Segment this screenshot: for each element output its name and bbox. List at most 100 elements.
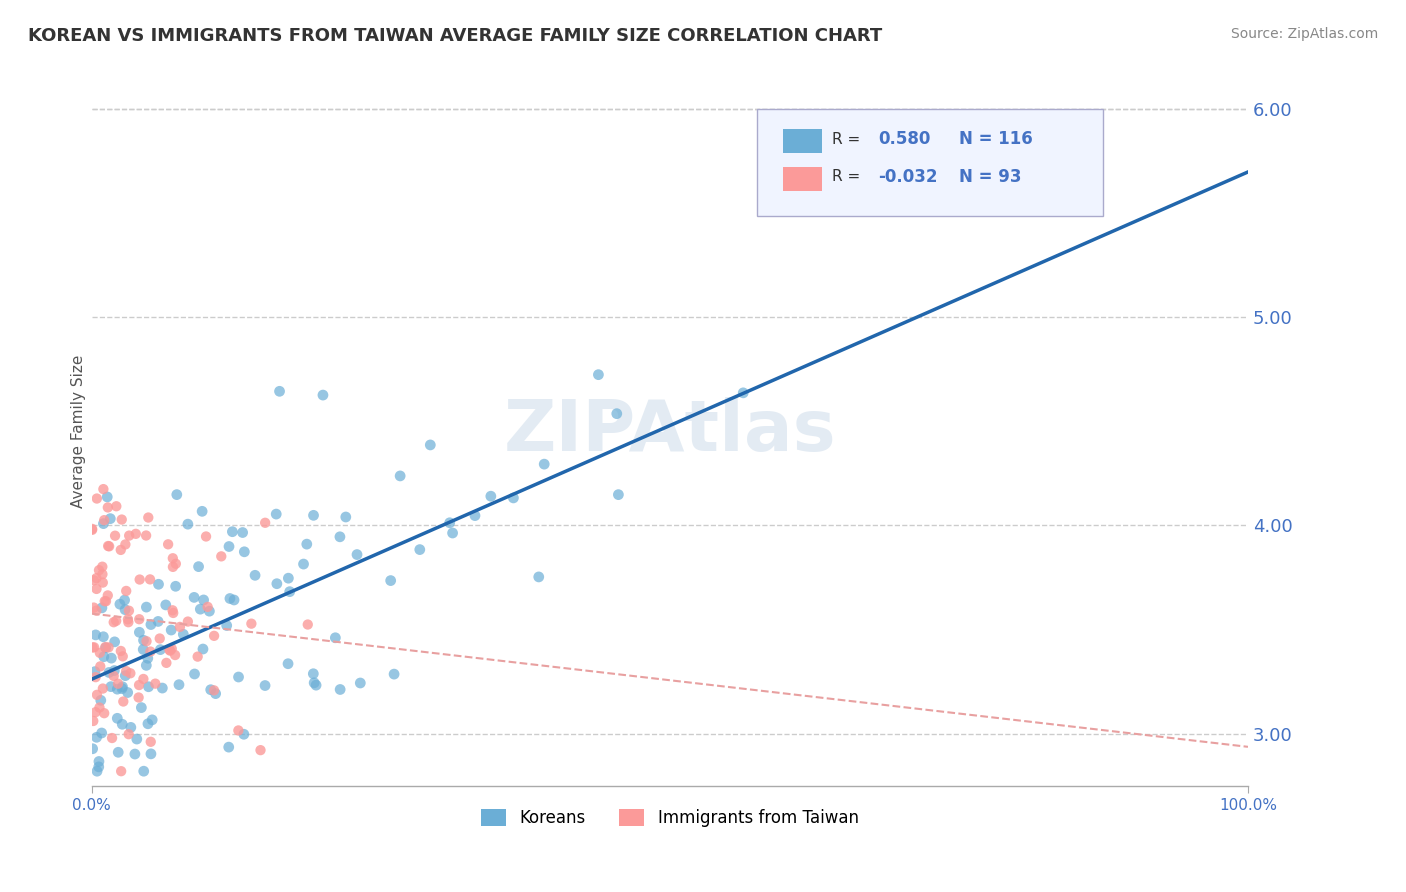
Point: [86, 571, 108, 585]
Point: [118, 604, 141, 618]
Point: [98, 511, 121, 525]
Point: [136, 510, 159, 524]
Text: KOREAN VS IMMIGRANTS FROM TAIWAN AVERAGE FAMILY SIZE CORRELATION CHART: KOREAN VS IMMIGRANTS FROM TAIWAN AVERAGE…: [28, 27, 883, 45]
Text: R =: R =: [832, 169, 865, 184]
Point: [277, 571, 299, 585]
Point: [139, 747, 162, 761]
Point: [191, 642, 214, 657]
Point: [86, 764, 108, 779]
Point: [167, 678, 190, 692]
Point: [479, 489, 502, 503]
Point: [87, 760, 110, 774]
Point: [305, 678, 328, 692]
Point: [84, 705, 107, 719]
Point: [215, 618, 238, 632]
Point: [143, 676, 166, 690]
Point: [93, 594, 115, 608]
Point: [111, 681, 134, 696]
Point: [117, 612, 139, 626]
Point: [162, 603, 184, 617]
Point: [233, 545, 256, 559]
Point: [209, 549, 232, 564]
Point: [128, 573, 150, 587]
Point: [97, 500, 120, 515]
Point: [114, 537, 136, 551]
Text: ZIPAtlas: ZIPAtlas: [503, 397, 837, 467]
Point: [157, 537, 180, 551]
Point: [228, 723, 250, 738]
Point: [329, 682, 352, 697]
Point: [302, 675, 325, 690]
Point: [97, 640, 120, 655]
Point: [218, 540, 240, 554]
Point: [104, 529, 127, 543]
Point: [382, 667, 405, 681]
Point: [157, 642, 180, 657]
Point: [139, 735, 162, 749]
Point: [117, 615, 139, 630]
Point: [302, 508, 325, 523]
Point: [114, 593, 136, 607]
Point: [93, 630, 115, 644]
Text: Source: ZipAtlas.com: Source: ZipAtlas.com: [1230, 27, 1378, 41]
Point: [128, 690, 150, 705]
Point: [183, 667, 205, 681]
Point: [165, 557, 187, 571]
Text: N = 116: N = 116: [959, 130, 1032, 148]
Point: [202, 629, 225, 643]
Point: [464, 508, 486, 523]
Point: [297, 617, 319, 632]
Point: [107, 745, 129, 759]
Point: [84, 628, 107, 642]
Point: [124, 747, 146, 761]
Point: [160, 641, 183, 656]
Point: [82, 523, 104, 537]
Point: [93, 649, 115, 664]
Point: [86, 604, 108, 618]
Point: [112, 694, 135, 708]
Point: [191, 504, 214, 518]
Point: [83, 640, 105, 655]
Point: [278, 584, 301, 599]
Point: [111, 649, 134, 664]
Point: [100, 680, 122, 694]
Point: [329, 530, 352, 544]
Point: [90, 693, 112, 707]
Point: [110, 543, 132, 558]
Point: [264, 507, 287, 521]
Point: [172, 627, 194, 641]
Point: [254, 516, 277, 530]
Text: N = 93: N = 93: [959, 168, 1021, 186]
Point: [150, 681, 173, 695]
Point: [380, 574, 402, 588]
Point: [87, 755, 110, 769]
Point: [91, 559, 114, 574]
Point: [148, 577, 170, 591]
Point: [166, 488, 188, 502]
Point: [94, 594, 117, 608]
Point: [93, 482, 115, 496]
Point: [335, 510, 357, 524]
Point: [91, 575, 114, 590]
Point: [96, 490, 118, 504]
Point: [195, 529, 218, 543]
Point: [228, 670, 250, 684]
Point: [93, 513, 115, 527]
Point: [111, 512, 134, 526]
Point: [419, 438, 441, 452]
Point: [204, 687, 226, 701]
Point: [249, 743, 271, 757]
Point: [94, 640, 117, 655]
Point: [91, 567, 114, 582]
Point: [115, 583, 138, 598]
Point: [83, 600, 105, 615]
FancyBboxPatch shape: [783, 167, 823, 191]
Point: [82, 522, 104, 536]
Y-axis label: Average Family Size: Average Family Size: [72, 355, 86, 508]
Point: [232, 727, 254, 741]
Point: [132, 764, 155, 779]
Point: [82, 741, 104, 756]
Point: [187, 559, 209, 574]
Point: [117, 685, 139, 699]
Point: [302, 666, 325, 681]
